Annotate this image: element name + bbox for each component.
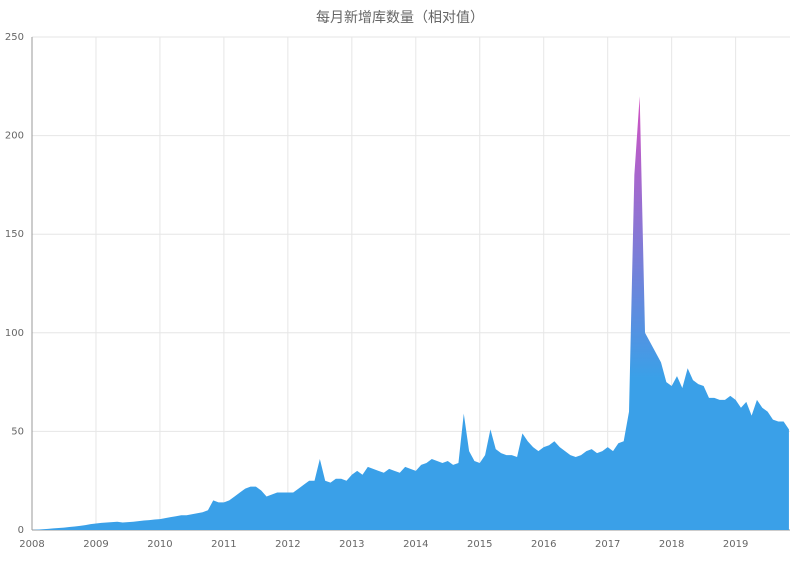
y-tick-label: 150 — [5, 229, 24, 240]
y-tick-label: 50 — [11, 426, 24, 437]
y-tick-label: 250 — [5, 32, 24, 43]
area — [32, 96, 789, 530]
x-tick-label: 2013 — [339, 539, 364, 550]
x-tick-label: 2009 — [83, 539, 108, 550]
x-tick-label: 2011 — [211, 539, 236, 550]
x-tick-label: 2018 — [659, 539, 684, 550]
y-tick-label: 200 — [5, 131, 24, 142]
x-tick-label: 2010 — [147, 539, 172, 550]
chart-title: 每月新增库数量（相对值） — [316, 10, 484, 26]
x-tick-label: 2015 — [467, 539, 492, 550]
y-tick-label: 0 — [18, 525, 24, 536]
x-tick-label: 2008 — [19, 539, 44, 550]
x-tick-label: 2019 — [723, 539, 748, 550]
x-tick-label: 2017 — [595, 539, 620, 550]
x-tick-label: 2012 — [275, 539, 300, 550]
x-tick-label: 2016 — [531, 539, 556, 550]
y-tick-label: 100 — [5, 328, 24, 339]
x-tick-label: 2014 — [403, 539, 428, 550]
